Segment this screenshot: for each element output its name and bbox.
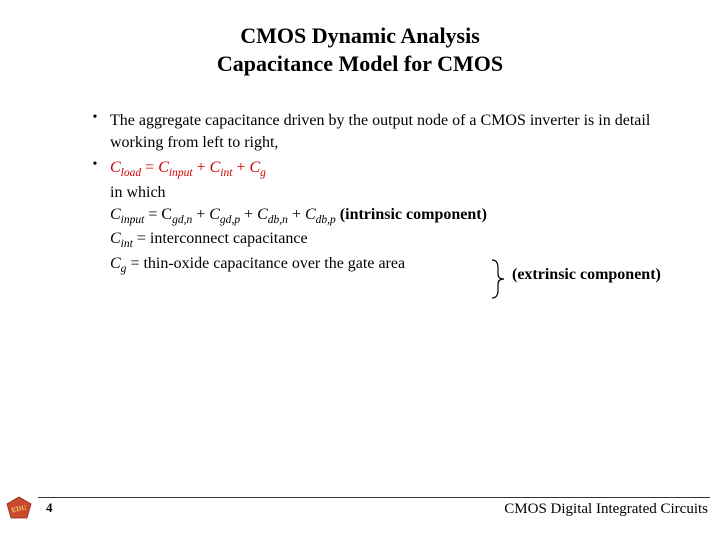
equation-load: Cload = Cinput + Cint + Cg [110, 159, 266, 176]
content-area: • The aggregate capacitance driven by th… [80, 110, 700, 282]
footer-rule [38, 497, 710, 498]
title-line-1: CMOS Dynamic Analysis [0, 22, 720, 50]
bullet-marker: • [80, 157, 110, 277]
cint-line: Cint = interconnect capacitance [110, 228, 700, 253]
intrinsic-label: (intrinsic component) [336, 206, 487, 223]
bullet-2-details: in which Cinput = Cgd,n + Cgd,p + Cdb,n … [110, 182, 700, 278]
in-which: in which [110, 182, 700, 204]
bullet-marker: • [80, 110, 110, 153]
edu-icon: EDU [6, 496, 32, 522]
bullet-1-text: The aggregate capacitance driven by the … [110, 110, 700, 153]
brace-icon [490, 258, 508, 300]
cinput-line: Cinput = Cgd,n + Cgd,p + Cdb,n + Cdb,p (… [110, 204, 700, 229]
bullet-1: • The aggregate capacitance driven by th… [80, 110, 700, 153]
bullet-2-text: Cload = Cinput + Cint + Cg in which Cinp… [110, 157, 700, 277]
page-number: 4 [46, 500, 53, 516]
bullet-2: • Cload = Cinput + Cint + Cg in which Ci… [80, 157, 700, 277]
extrinsic-label: (extrinsic component) [512, 266, 661, 284]
title-line-2: Capacitance Model for CMOS [0, 50, 720, 78]
footer-text: CMOS Digital Integrated Circuits [504, 501, 708, 518]
slide-title: CMOS Dynamic Analysis Capacitance Model … [0, 0, 720, 77]
